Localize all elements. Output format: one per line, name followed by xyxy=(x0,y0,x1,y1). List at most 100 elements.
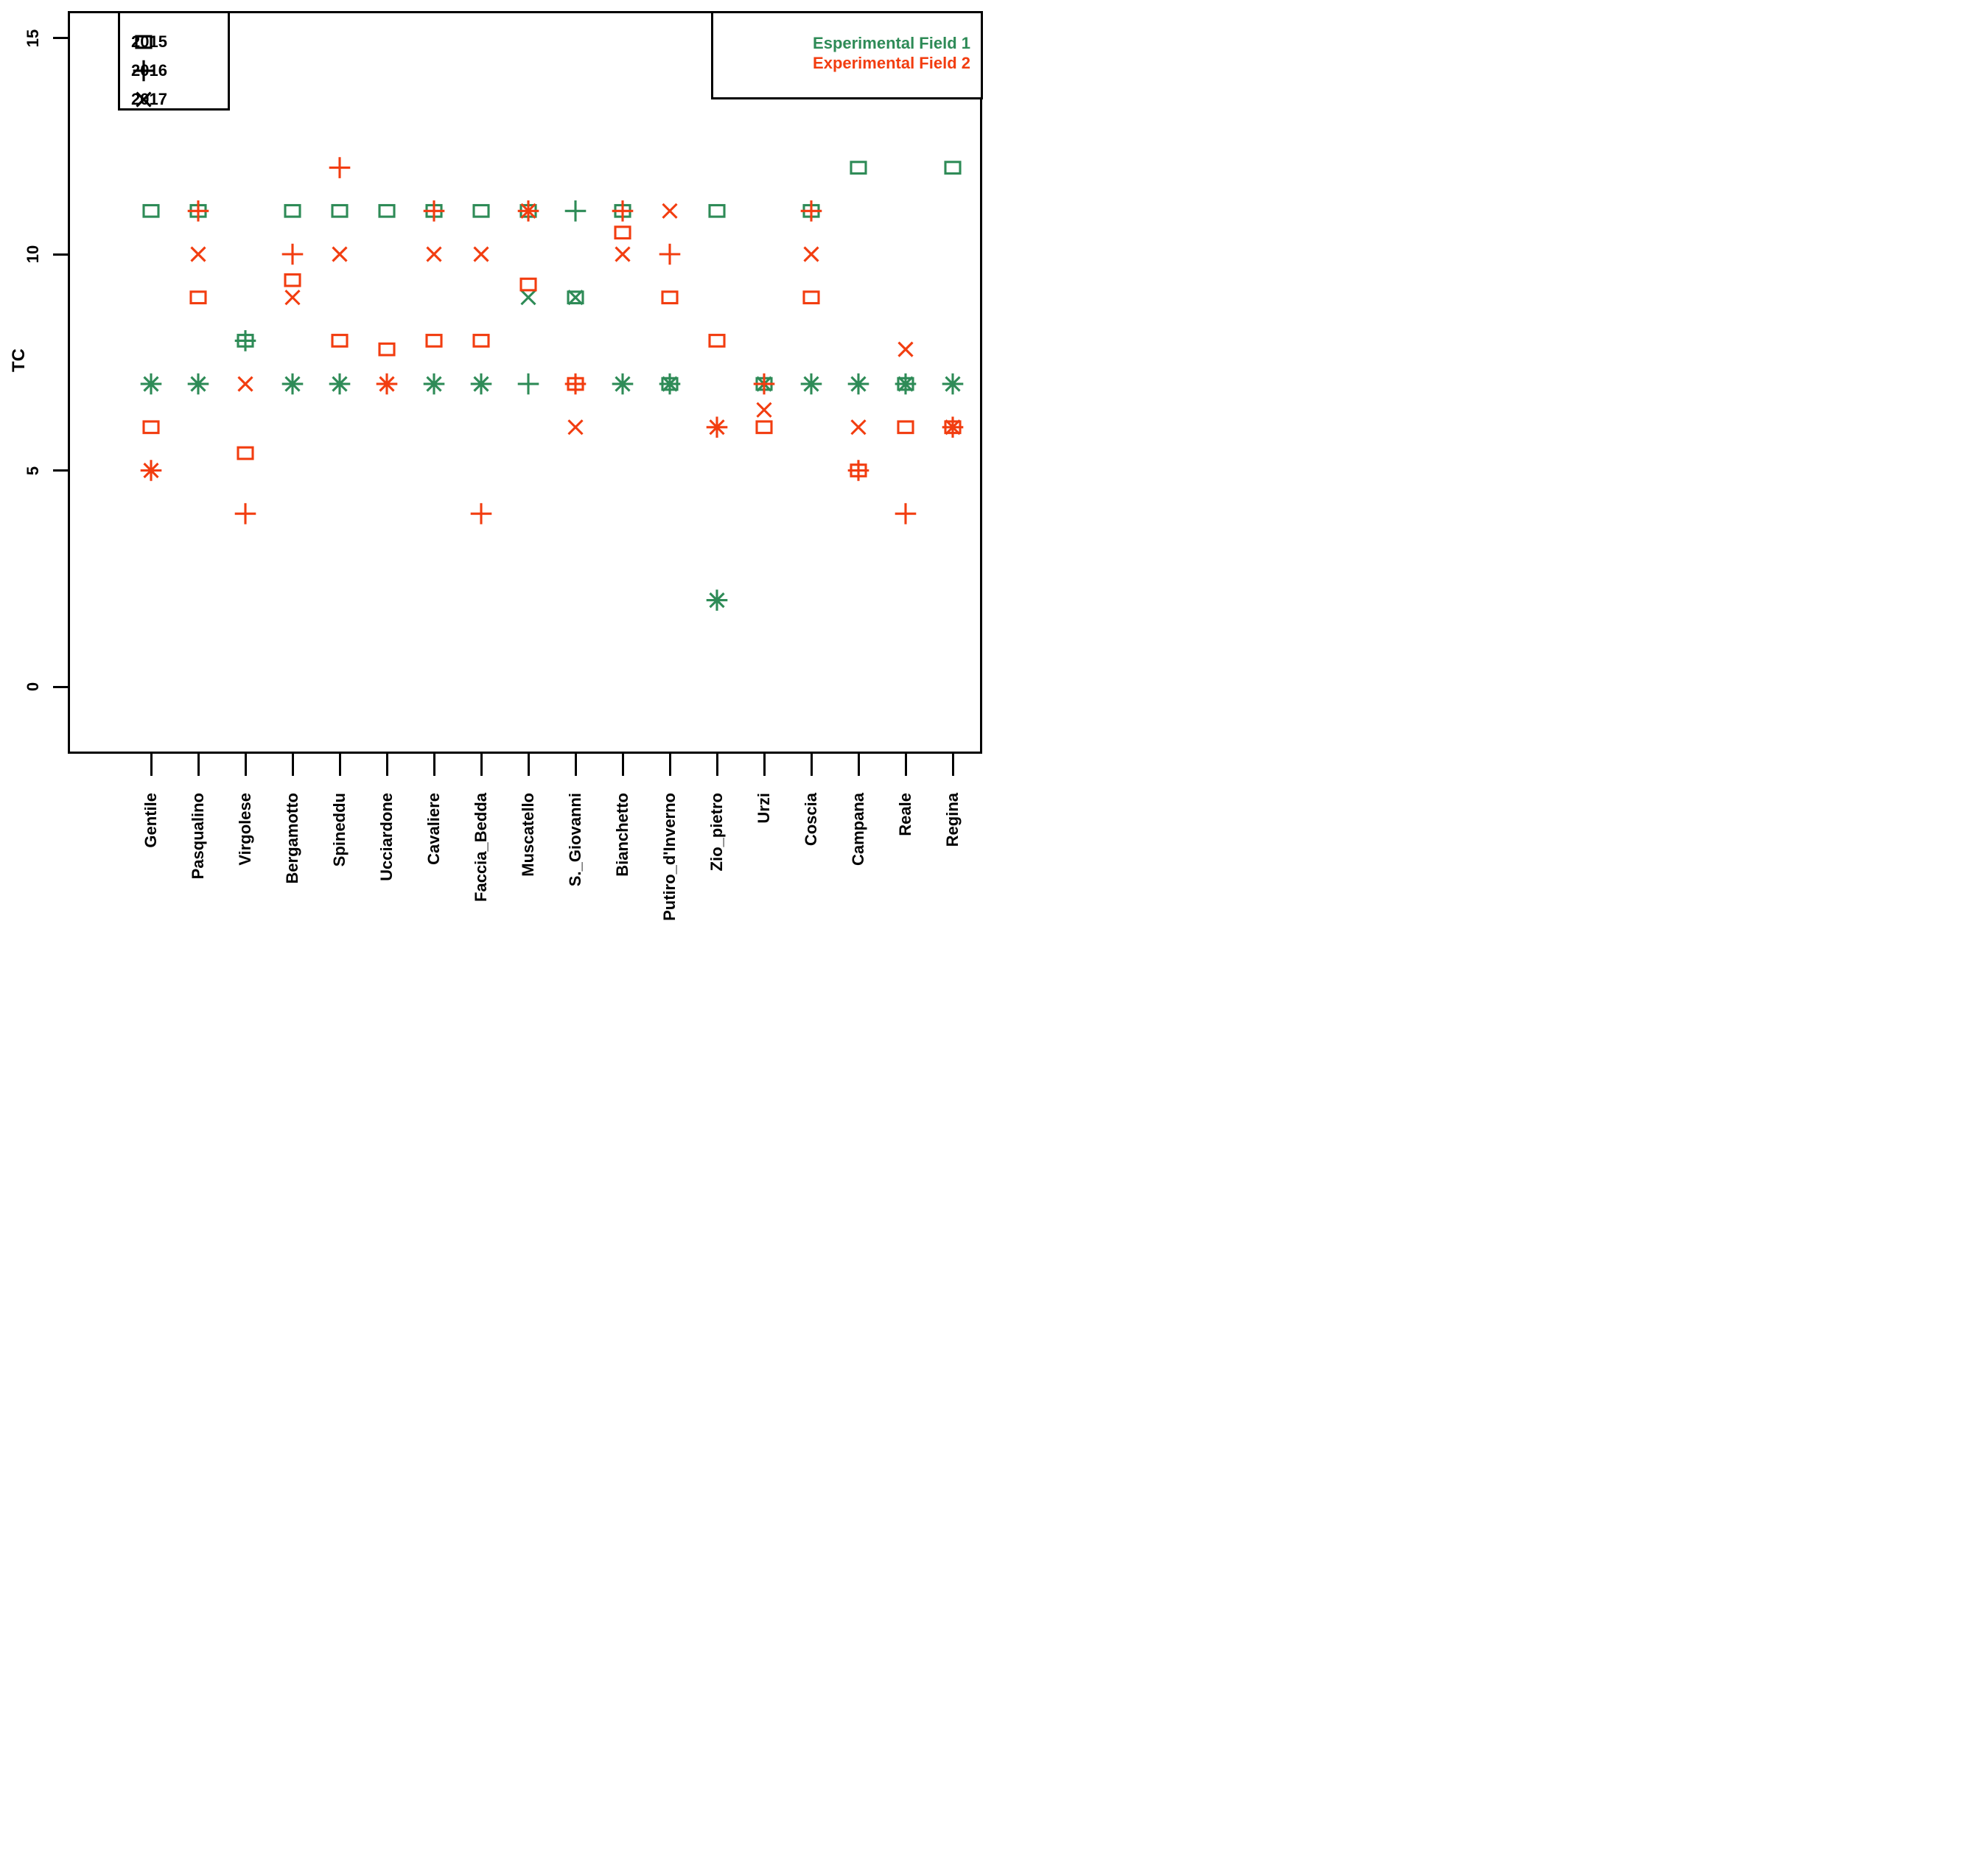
x-tick xyxy=(338,753,341,776)
data-point-plus xyxy=(329,157,351,178)
data-point-square xyxy=(472,334,490,348)
field-legend-label: Experimental Field 2 xyxy=(813,54,970,72)
legend-square-icon xyxy=(135,35,153,49)
data-point-plus xyxy=(659,243,681,265)
x-tick-label: Urzi xyxy=(755,793,773,824)
x-tick xyxy=(291,753,294,776)
data-point-square xyxy=(378,342,396,357)
data-point-x xyxy=(615,376,631,392)
marker-legend-row: 2016 xyxy=(131,59,167,83)
data-point-x xyxy=(143,376,159,392)
x-tick-label: Faccia_Bedda xyxy=(472,793,490,902)
data-points-layer xyxy=(140,157,964,611)
data-point-x xyxy=(426,376,442,392)
data-point-square xyxy=(708,203,726,218)
data-point-plus xyxy=(800,200,822,222)
x-tick-label: S._Giovanni xyxy=(566,793,584,887)
x-tick-label: Spineddu xyxy=(330,793,349,867)
data-point-x xyxy=(615,246,631,262)
data-point-x xyxy=(850,376,867,392)
x-tick xyxy=(668,753,671,776)
y-tick xyxy=(53,469,68,472)
data-point-x xyxy=(190,246,206,262)
data-point-square xyxy=(897,420,914,435)
data-point-x xyxy=(897,341,914,357)
x-tick xyxy=(150,753,153,776)
data-point-square xyxy=(425,334,443,348)
data-point-square xyxy=(850,161,867,175)
x-tick-label: Regina xyxy=(943,793,962,847)
x-tick-label: Ucciardone xyxy=(377,793,396,881)
x-tick-label: Cavaliere xyxy=(424,793,443,865)
data-point-square xyxy=(142,420,160,435)
x-tick xyxy=(857,753,860,776)
x-tick-label: Bergamotto xyxy=(283,793,301,884)
data-point-x xyxy=(520,203,536,219)
data-point-x xyxy=(284,290,301,306)
chart-figure: TC 0 5 10 15 Gentile Pasqualino Virgolese Berga… xyxy=(0,0,994,928)
x-tick-label: Zio_pietro xyxy=(707,793,726,872)
data-point-plus xyxy=(187,200,209,222)
data-point-plus xyxy=(564,373,587,395)
data-point-x xyxy=(332,246,348,262)
x-tick xyxy=(904,753,907,776)
x-tick-label: Virgolese xyxy=(236,793,254,866)
data-point-plus xyxy=(234,502,256,525)
x-tick xyxy=(244,753,247,776)
x-tick xyxy=(810,753,813,776)
data-point-x xyxy=(945,419,961,435)
data-point-x xyxy=(567,419,584,435)
data-point-x xyxy=(897,376,914,392)
x-tick-label: Muscatello xyxy=(519,793,537,877)
plot-area xyxy=(68,11,982,754)
data-point-square xyxy=(378,203,396,218)
data-point-square xyxy=(284,203,301,218)
y-tick xyxy=(53,253,68,256)
data-point-square xyxy=(237,446,254,461)
data-point-square xyxy=(331,334,349,348)
x-tick xyxy=(951,753,954,776)
data-point-x xyxy=(143,462,159,479)
x-tick-label: Bianchetto xyxy=(613,793,631,877)
data-point-x xyxy=(520,290,536,306)
field-legend-label: Esperimental Field 1 xyxy=(813,34,970,52)
data-point-x xyxy=(284,376,301,392)
y-tick-label: 10 xyxy=(24,245,42,264)
data-point-x xyxy=(473,246,489,262)
y-tick-label: 15 xyxy=(24,29,42,47)
data-point-square xyxy=(331,203,349,218)
x-tick xyxy=(197,753,200,776)
data-point-square xyxy=(614,225,631,240)
data-point-plus xyxy=(895,502,917,525)
data-point-square xyxy=(802,290,820,305)
data-point-square xyxy=(135,35,153,49)
data-point-square xyxy=(661,290,679,305)
x-tick-label: Reale xyxy=(896,793,914,836)
data-point-x xyxy=(136,91,152,108)
data-point-square xyxy=(189,290,207,305)
data-point-plus xyxy=(133,60,155,82)
y-tick xyxy=(53,685,68,688)
data-point-x xyxy=(945,376,961,392)
data-point-x xyxy=(850,419,867,435)
data-point-plus xyxy=(564,200,587,222)
data-point-plus xyxy=(847,460,869,481)
data-point-plus xyxy=(281,243,304,265)
field-legend-box xyxy=(711,11,983,99)
legend-x-icon xyxy=(136,91,152,108)
data-point-x xyxy=(332,376,348,392)
data-point-x xyxy=(237,376,253,392)
data-point-x xyxy=(662,203,678,219)
y-tick xyxy=(53,37,68,39)
data-point-plus xyxy=(753,373,775,395)
data-point-x xyxy=(709,419,725,435)
data-point-plus xyxy=(234,330,256,351)
data-point-square xyxy=(567,290,584,305)
data-point-x xyxy=(190,376,206,392)
data-point-square xyxy=(142,203,160,218)
y-tick-label: 5 xyxy=(24,466,42,475)
x-tick xyxy=(574,753,577,776)
x-tick-label: Gentile xyxy=(141,793,160,848)
x-tick-label: Putiro_d'Inverno xyxy=(660,793,679,921)
x-tick-label: Campana xyxy=(849,793,867,866)
